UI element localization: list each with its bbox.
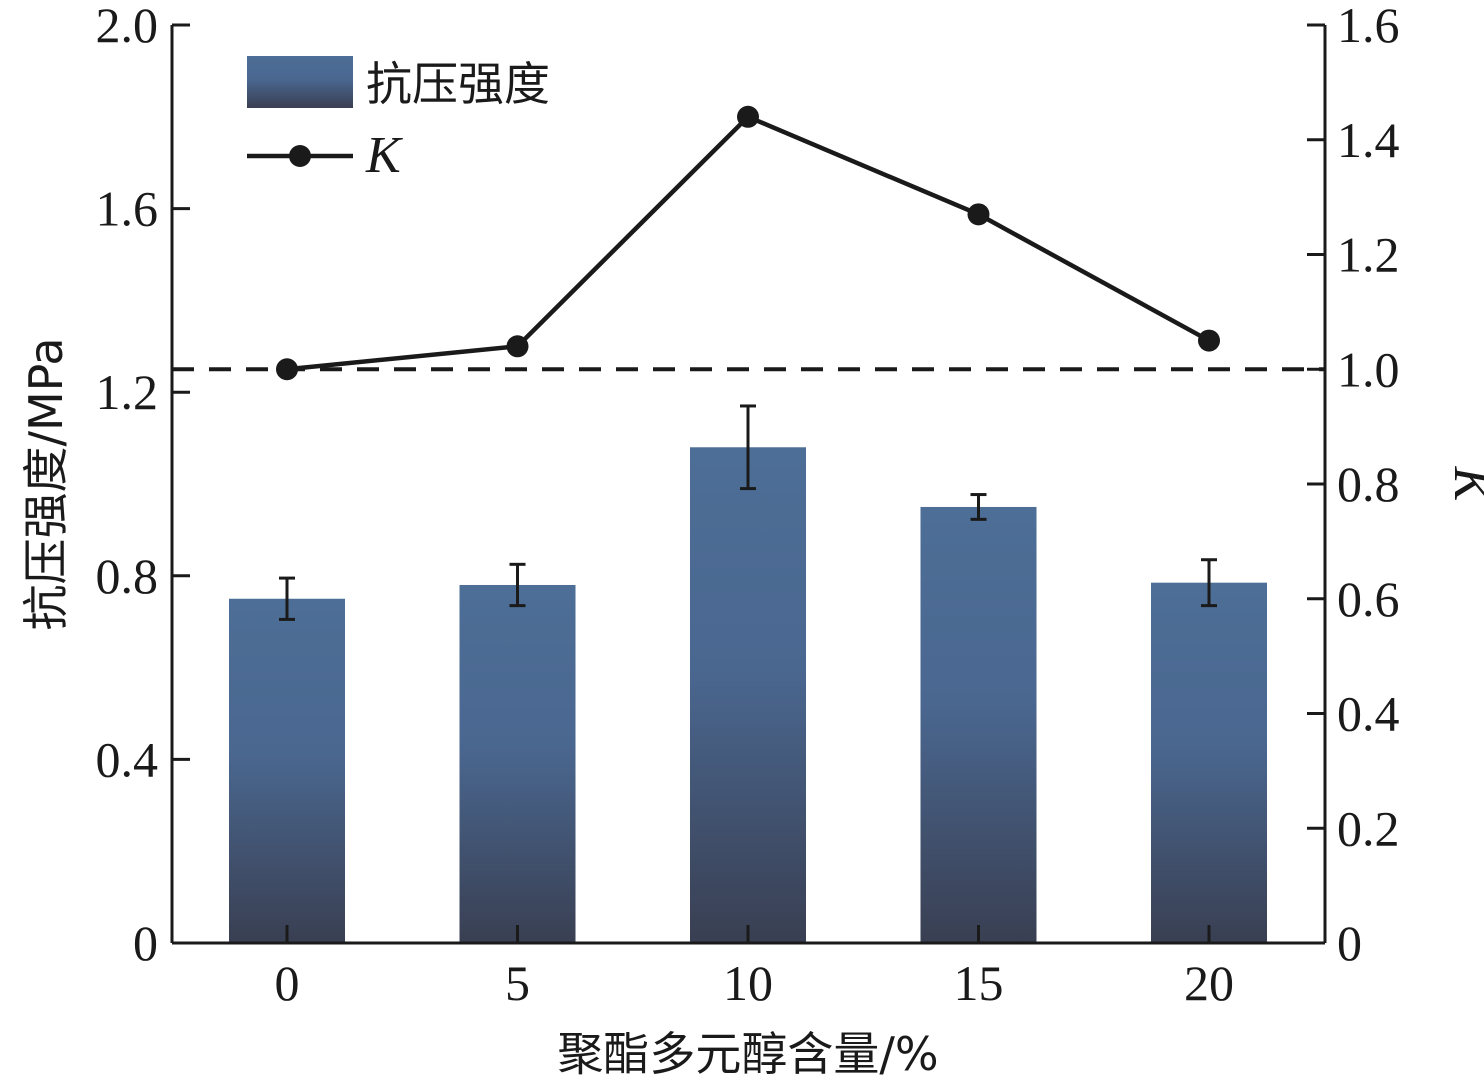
legend-bar-label: 抗压强度 (366, 57, 550, 111)
right-tick-label: 0.4 (1337, 686, 1400, 742)
left-tick-label: 0.4 (96, 731, 159, 787)
legend: 抗压强度 K (247, 56, 550, 184)
k-point-0 (276, 358, 298, 381)
right-tick-label: 0.2 (1337, 800, 1400, 856)
y-axis-title: 抗压强度/MPa (19, 337, 73, 630)
x-ticks-group: 0 5 10 15 20 (275, 925, 1234, 1011)
bar-0 (229, 598, 345, 943)
right-tick-label: 1.2 (1337, 227, 1400, 283)
left-tick-label: 2.0 (96, 0, 159, 53)
left-ticks-group: 0 0.4 0.8 1.2 1.6 2.0 (96, 0, 190, 971)
bar-20 (1151, 582, 1267, 943)
legend-line-marker (289, 145, 311, 167)
error-bars-group (279, 404, 1217, 621)
y2-axis-title: K (1443, 466, 1484, 504)
x-axis-title: 聚酯多元醇含量/% (557, 1027, 938, 1081)
x-tick-label: 5 (505, 955, 530, 1011)
left-tick-label: 1.2 (96, 364, 159, 420)
right-tick-label: 0.8 (1337, 456, 1400, 512)
right-tick-label: 0 (1337, 915, 1362, 971)
bar-10 (690, 447, 806, 943)
bar-15 (920, 506, 1037, 943)
k-point-5 (506, 335, 529, 358)
right-tick-label: 0.6 (1337, 571, 1400, 627)
left-tick-label: 1.6 (96, 181, 159, 237)
k-point-20 (1198, 329, 1220, 352)
k-points-group (276, 105, 1220, 381)
x-tick-label: 0 (275, 955, 300, 1011)
right-tick-label: 1.6 (1337, 0, 1400, 53)
legend-bar-swatch (247, 56, 353, 108)
left-tick-label: 0.8 (96, 548, 159, 604)
k-series-line (286, 114, 1211, 372)
x-tick-label: 20 (1184, 955, 1234, 1011)
legend-line-label: K (365, 127, 403, 184)
bar-5 (459, 584, 576, 943)
x-tick-label: 15 (954, 955, 1004, 1011)
right-ticks-group: 0 0.2 0.4 0.6 0.8 1.0 1.2 1.4 1.6 (1307, 0, 1400, 971)
right-tick-label: 1.0 (1337, 341, 1400, 397)
left-tick-label: 0 (133, 915, 158, 971)
k-point-15 (967, 203, 990, 226)
x-tick-label: 10 (723, 955, 773, 1011)
bars-group (229, 447, 1267, 943)
k-point-10 (737, 105, 759, 128)
right-tick-label: 1.4 (1337, 112, 1400, 168)
